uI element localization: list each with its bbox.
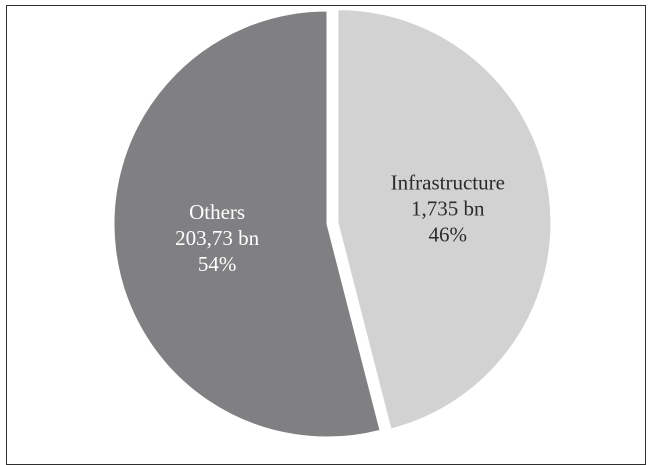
pie-slice-others <box>113 10 381 438</box>
pie-slice-infrastructure <box>337 9 552 430</box>
pie-slices <box>113 9 552 438</box>
slice-label-percent: 46% <box>429 223 468 247</box>
slice-label-name: Infrastructure <box>391 171 505 195</box>
slice-label-value: 1,735 bn <box>411 197 485 221</box>
slice-label-percent: 54% <box>198 252 237 276</box>
slice-label-value: 203,73 bn <box>175 226 260 250</box>
slice-label-name: Others <box>189 200 245 224</box>
